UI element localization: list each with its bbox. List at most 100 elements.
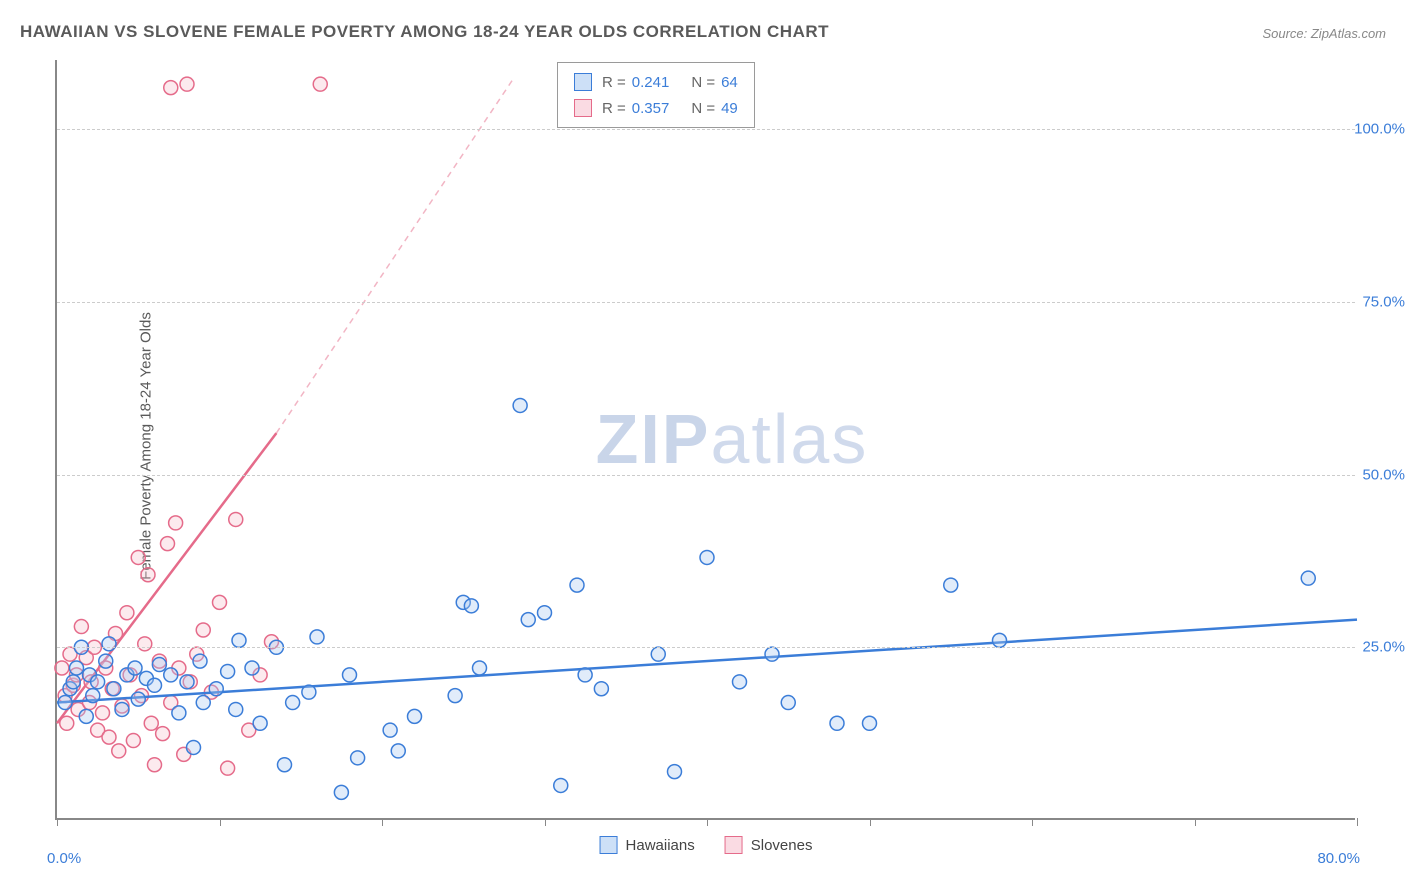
data-point-hawaiians (700, 550, 714, 564)
data-point-slovenes (161, 537, 175, 551)
data-point-hawaiians (102, 637, 116, 651)
data-point-hawaiians (334, 785, 348, 799)
data-point-hawaiians (180, 675, 194, 689)
data-point-slovenes (156, 727, 170, 741)
legend-swatch-icon (725, 836, 743, 854)
data-point-hawaiians (944, 578, 958, 592)
source-attribution: Source: ZipAtlas.com (1262, 26, 1386, 41)
legend-n-stat: N =64 (691, 74, 737, 91)
gridline-horizontal (57, 647, 1355, 648)
data-point-hawaiians (993, 633, 1007, 647)
legend-r-stat: R =0.357 (602, 100, 669, 117)
data-point-hawaiians (781, 696, 795, 710)
legend-swatch-icon (574, 73, 592, 91)
correlation-legend: R =0.241 N =64 R =0.357N =49 (557, 62, 755, 128)
data-point-hawaiians (513, 398, 527, 412)
data-point-slovenes (313, 77, 327, 91)
gridline-horizontal (57, 129, 1355, 130)
data-point-slovenes (229, 512, 243, 526)
data-point-slovenes (138, 637, 152, 651)
chart-title: HAWAIIAN VS SLOVENE FEMALE POVERTY AMONG… (20, 22, 829, 42)
legend-r-stat: R =0.241 (602, 74, 669, 91)
data-point-hawaiians (128, 661, 142, 675)
data-point-slovenes (102, 730, 116, 744)
gridline-horizontal (57, 302, 1355, 303)
x-tick-mark (1357, 818, 1358, 826)
data-point-hawaiians (351, 751, 365, 765)
data-point-hawaiians (209, 682, 223, 696)
data-point-hawaiians (164, 668, 178, 682)
series-legend-item-slovenes: Slovenes (725, 836, 813, 854)
plot-area: ZIPatlas R =0.241N =64R =0.357N =49 0.0%… (55, 60, 1355, 820)
data-point-hawaiians (229, 702, 243, 716)
data-point-slovenes (164, 81, 178, 95)
data-point-slovenes (144, 716, 158, 730)
x-tick-mark (1032, 818, 1033, 826)
data-point-hawaiians (148, 678, 162, 692)
data-point-hawaiians (86, 689, 100, 703)
data-point-hawaiians (196, 696, 210, 710)
data-point-hawaiians (863, 716, 877, 730)
data-point-hawaiians (1301, 571, 1315, 585)
data-point-hawaiians (383, 723, 397, 737)
data-point-slovenes (131, 550, 145, 564)
y-tick-label: 25.0% (1345, 639, 1405, 656)
data-point-hawaiians (245, 661, 259, 675)
y-tick-label: 75.0% (1345, 293, 1405, 310)
data-point-hawaiians (538, 606, 552, 620)
data-point-slovenes (148, 758, 162, 772)
gridline-horizontal (57, 475, 1355, 476)
data-point-hawaiians (464, 599, 478, 613)
data-point-hawaiians (668, 765, 682, 779)
data-point-hawaiians (152, 658, 166, 672)
legend-row-hawaiians: R =0.241 N =64 (574, 69, 738, 95)
legend-swatch-icon (600, 836, 618, 854)
data-point-slovenes (60, 716, 74, 730)
data-point-slovenes (213, 595, 227, 609)
data-point-slovenes (112, 744, 126, 758)
data-point-hawaiians (278, 758, 292, 772)
data-point-slovenes (96, 706, 110, 720)
data-point-hawaiians (58, 696, 72, 710)
x-tick-mark (870, 818, 871, 826)
scatter-canvas (57, 60, 1355, 818)
legend-swatch-icon (574, 99, 592, 117)
data-point-hawaiians (253, 716, 267, 730)
data-point-slovenes (120, 606, 134, 620)
data-point-hawaiians (473, 661, 487, 675)
x-tick-mark (220, 818, 221, 826)
x-tick-mark (57, 818, 58, 826)
series-legend-item-hawaiians: Hawaiians (600, 836, 695, 854)
data-point-hawaiians (302, 685, 316, 699)
trend-line-dashed-slovenes (276, 81, 512, 433)
data-point-hawaiians (554, 778, 568, 792)
data-point-slovenes (169, 516, 183, 530)
data-point-hawaiians (99, 654, 113, 668)
x-tick-mark (382, 818, 383, 826)
data-point-hawaiians (221, 664, 235, 678)
data-point-hawaiians (408, 709, 422, 723)
data-point-hawaiians (310, 630, 324, 644)
data-point-slovenes (196, 623, 210, 637)
data-point-hawaiians (391, 744, 405, 758)
series-legend-label: Slovenes (751, 837, 813, 854)
series-legend-label: Hawaiians (626, 837, 695, 854)
data-point-hawaiians (343, 668, 357, 682)
data-point-hawaiians (107, 682, 121, 696)
data-point-slovenes (55, 661, 69, 675)
x-tick-mark (1195, 818, 1196, 826)
y-tick-label: 100.0% (1345, 121, 1405, 138)
data-point-hawaiians (830, 716, 844, 730)
data-point-hawaiians (651, 647, 665, 661)
data-point-hawaiians (172, 706, 186, 720)
legend-row-slovenes: R =0.357N =49 (574, 95, 738, 121)
data-point-hawaiians (70, 661, 84, 675)
chart-container: HAWAIIAN VS SLOVENE FEMALE POVERTY AMONG… (0, 0, 1406, 892)
data-point-hawaiians (91, 675, 105, 689)
data-point-slovenes (180, 77, 194, 91)
data-point-slovenes (126, 734, 140, 748)
x-axis-min-label: 0.0% (47, 850, 81, 867)
x-tick-mark (545, 818, 546, 826)
data-point-hawaiians (448, 689, 462, 703)
x-tick-mark (707, 818, 708, 826)
